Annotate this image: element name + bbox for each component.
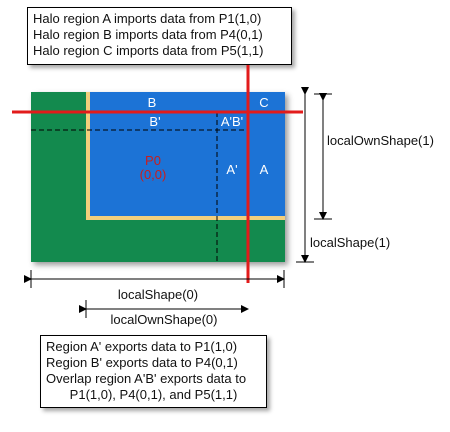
p0-name-label: P0	[145, 153, 161, 168]
top-note-line-a: Halo region A imports data from P1(1,0)	[33, 11, 262, 26]
bottom-note-line-b: Region B' exports data to P4(0,1)	[46, 355, 238, 370]
bottom-note-line-c: Overlap region A'B' exports data to	[46, 371, 247, 386]
region-a-prime-label: A'	[226, 162, 237, 177]
bottom-note-line-d: P1(1,0), P4(0,1), and P5(1,1)	[69, 387, 238, 402]
local-own-shape-1-label: localOwnShape(1)	[327, 133, 434, 148]
p0-coords-label: (0,0)	[140, 167, 167, 182]
region-c-label: C	[259, 95, 268, 110]
bottom-note-box: Region A' exports data to P1(1,0) Region…	[40, 335, 267, 408]
region-a-prime-b-prime-label: A'B'	[221, 114, 243, 129]
region-b-label: B	[148, 95, 157, 110]
region-b-prime-label: B'	[149, 114, 160, 129]
local-shape-1-label: localShape(1)	[310, 235, 390, 250]
region-a-label: A	[260, 162, 269, 177]
bottom-note-line-a: Region A' exports data to P1(1,0)	[46, 339, 238, 354]
local-own-shape-0-label: localOwnShape(0)	[111, 312, 218, 327]
local-shape-0-label: localShape(0)	[118, 287, 198, 302]
top-note-line-b: Halo region B imports data from P4(0,1)	[33, 27, 263, 42]
top-note-line-c: Halo region C imports data from P5(1,1)	[33, 43, 264, 58]
top-note-box: Halo region A imports data from P1(1,0) …	[27, 7, 292, 65]
